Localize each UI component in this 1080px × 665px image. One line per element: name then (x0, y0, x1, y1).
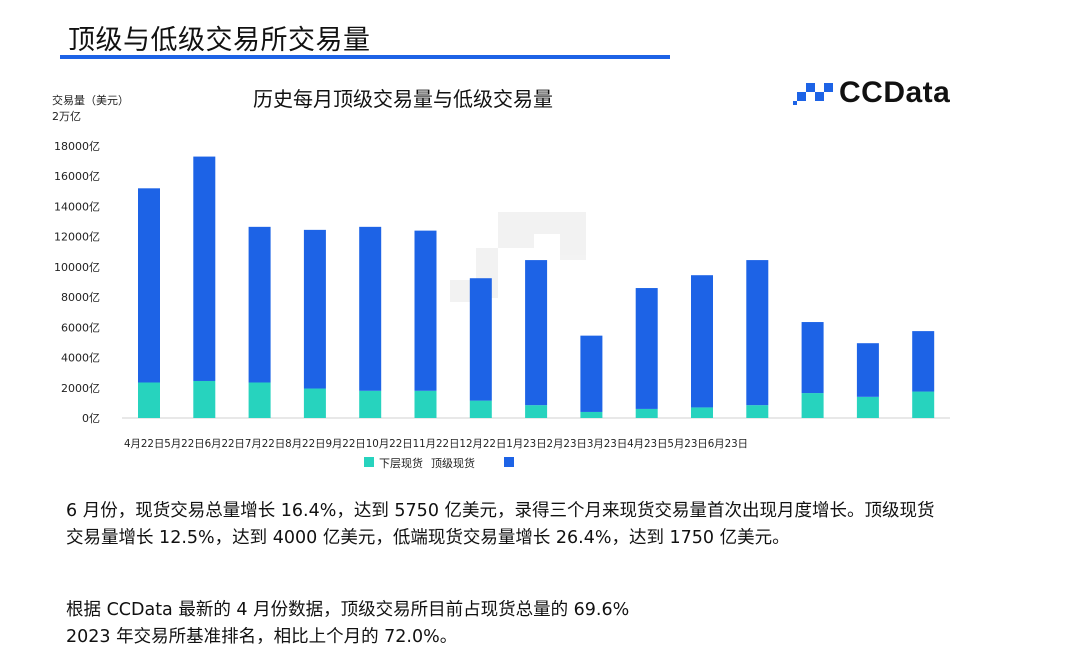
watermark-logo (450, 212, 586, 302)
paragraph-april-ranking: 根据 CCData 最新的 4 月份数据，顶级交易所目前占现货总量的 69.6%… (66, 597, 826, 651)
bar-lower-tier (746, 405, 769, 418)
brand-name: CCData (839, 76, 951, 109)
bar-top-tier (193, 156, 216, 381)
bar-lower-tier (303, 388, 326, 418)
y-tick-label: 2000亿 (61, 382, 100, 395)
paragraph-line: 交易量增长 12.5%，达到 4000 亿美元，低端现货交易量增长 26.4%，… (66, 528, 790, 548)
bar-lower-tier (138, 382, 160, 418)
bar-lower-tier (912, 391, 935, 418)
paragraph-line: 根据 CCData 最新的 4 月份数据，顶级交易所目前占现货总量的 69.6% (66, 600, 630, 620)
bar-top-tier (801, 322, 824, 394)
y-tick-label: 8000亿 (61, 291, 100, 304)
bar-lower-tier (856, 396, 879, 418)
bar-lower-tier (359, 390, 382, 418)
title-underline (60, 55, 670, 59)
volume-chart: 历史每月顶级交易量与低级交易量 交易量（美元） 2万亿 0亿 2000亿 4000亿… (52, 87, 950, 470)
chart-title: 历史每月顶级交易量与低级交易量 (253, 87, 553, 111)
bar-top-tier (303, 229, 326, 389)
bar-lower-tier (525, 405, 548, 418)
y-tick-label: 14000亿 (54, 200, 100, 213)
bar-lower-tier (691, 407, 713, 418)
y-tick-label: 0亿 (82, 412, 100, 425)
bar-top-tier (359, 226, 382, 391)
bar-top-tier (469, 278, 492, 401)
bar-top-tier (138, 188, 160, 383)
legend-label-lower-tier: 下层现货 (379, 456, 423, 470)
bar-top-tier (746, 260, 769, 406)
ccdata-logo-icon (793, 83, 833, 105)
y-tick-label: 4000亿 (61, 352, 100, 365)
y-tick-label: 16000亿 (54, 170, 100, 183)
y-axis-unit-note: 2万亿 (52, 110, 81, 123)
paragraph-line: 6 月份，现货交易总量增长 16.4%，达到 5750 亿美元，录得三个月来现货… (66, 501, 935, 521)
ccdata-logo: CCData (793, 76, 950, 110)
bar-top-tier (414, 230, 437, 391)
bar-lower-tier (248, 382, 271, 418)
y-tick-label: 18000亿 (54, 140, 100, 153)
page-title: 顶级与低级交易所交易量 (68, 25, 371, 56)
legend-swatch-lower-tier (364, 457, 374, 467)
bar-top-tier (912, 331, 935, 392)
bar-lower-tier (414, 390, 437, 418)
bar-lower-tier (801, 393, 824, 418)
legend-swatch-top-tier (504, 457, 514, 467)
bar-lower-tier (469, 400, 492, 418)
bar-top-tier (856, 343, 879, 397)
legend-label-top-tier: 顶级现货 (431, 456, 475, 470)
bar-lower-tier (635, 408, 658, 418)
bar-lower-tier (193, 380, 216, 418)
y-tick-label: 10000亿 (54, 261, 100, 274)
bar-top-tier (635, 288, 658, 409)
y-axis-label: 交易量（美元） (52, 93, 129, 107)
bar-lower-tier (580, 411, 603, 418)
bar-top-tier (248, 226, 271, 383)
paragraph-line: 2023 年交易所基准排名，相比上个月的 72.0%。 (66, 627, 458, 647)
bar-top-tier (525, 260, 548, 406)
y-tick-label: 6000亿 (61, 321, 100, 334)
bar-top-tier (691, 275, 713, 408)
paragraph-june-summary: 6 月份，现货交易总量增长 16.4%，达到 5750 亿美元，录得三个月来现货… (66, 498, 996, 552)
x-tick-labels: 4月22日5月22日6月22日7月22日8月22日9月22日10月22日11月2… (124, 438, 748, 450)
legend: 下层现货 顶级现货 (364, 456, 514, 470)
y-tick-label: 12000亿 (54, 231, 100, 244)
bar-top-tier (580, 335, 603, 412)
